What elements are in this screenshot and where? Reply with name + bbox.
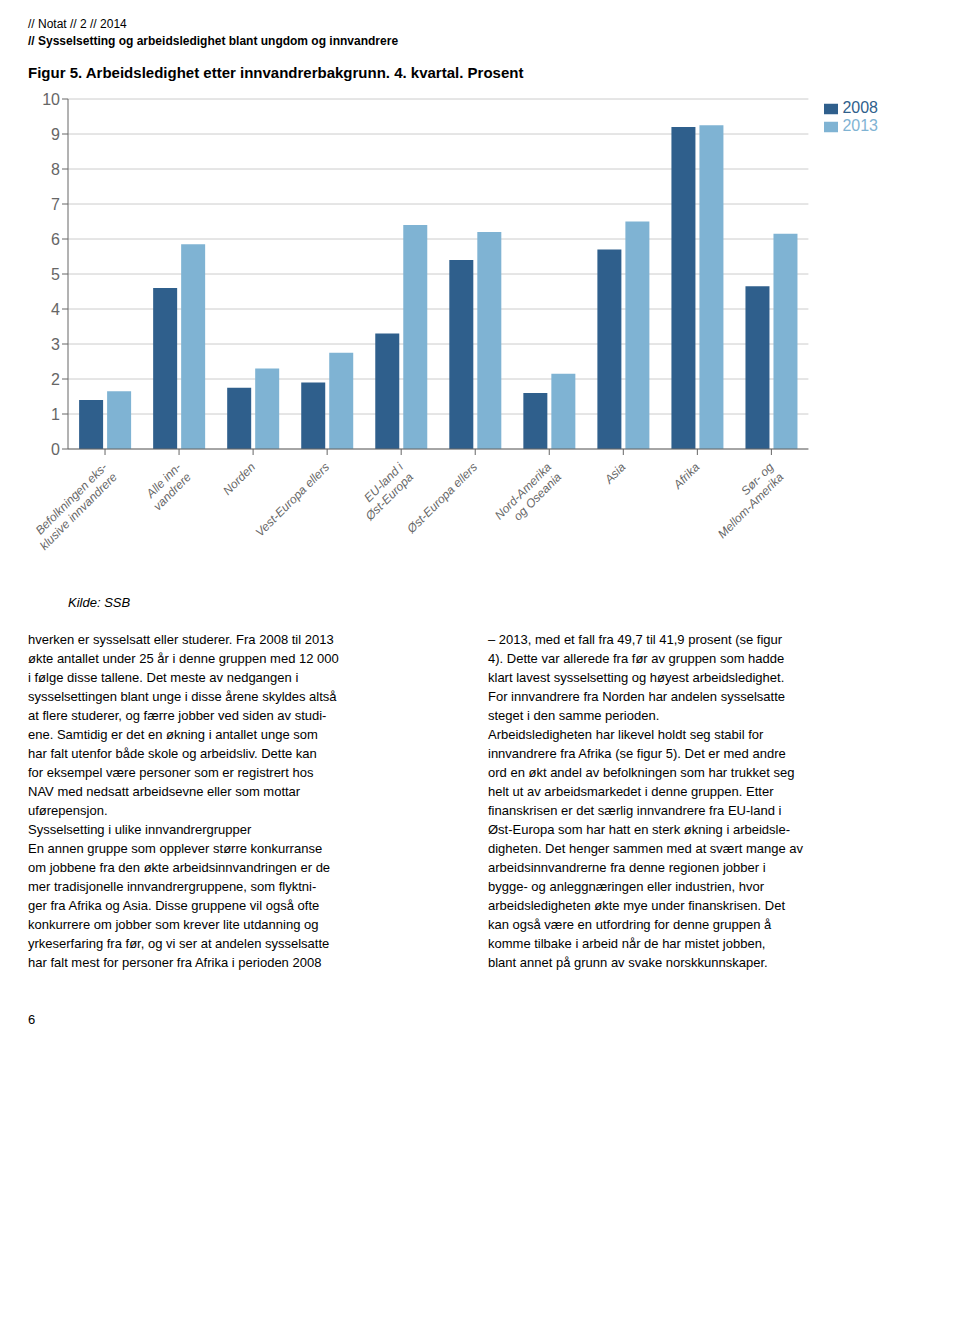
html-text:mer tradisjonelle innvandrergr: mer tradisjonelle innvandrergruppene, so…: [28, 879, 317, 894]
html-text:komme tilbake i arbeid når de: komme tilbake i arbeid når de har mistet…: [488, 936, 766, 951]
html-text:Figur 5. Arbeidsledighet etter: Figur 5. Arbeidsledighet etter innvandre…: [28, 64, 524, 81]
svg-text:7: 7: [51, 196, 60, 213]
html-text:arbeidsledigheten økte mye und: arbeidsledigheten økte mye under finansk…: [488, 898, 785, 913]
html-text:har falt mest for personer fra: har falt mest for personer fra Afrika i …: [28, 955, 322, 970]
html-text:Sysselsetting i ulike innvandr: Sysselsetting i ulike innvandrergrupper: [28, 822, 252, 837]
html-text:finanskrisen er det særlig inn: finanskrisen er det særlig innvandrere f…: [488, 803, 782, 818]
html-text:digheten. Det henger sammen me: digheten. Det henger sammen med at svært…: [488, 841, 804, 856]
svg-text:9: 9: [51, 126, 60, 143]
svg-text:Asia: Asia: [601, 460, 628, 487]
html-text:4). Dette var allerede fra før: 4). Dette var allerede fra før av gruppe…: [488, 651, 785, 666]
svg-text:10: 10: [42, 91, 60, 108]
html-text:ger fra Afrika og Asia. Disse: ger fra Afrika og Asia. Disse gruppene v…: [28, 898, 320, 913]
html-text:i følge disse tallene. Det mes: i følge disse tallene. Det meste av nedg…: [28, 670, 299, 685]
svg-text:1: 1: [51, 406, 60, 423]
svg-text:Norden: Norden: [220, 460, 258, 498]
svg-text:6: 6: [51, 231, 60, 248]
html-text:En annen gruppe som opplever s: En annen gruppe som opplever større konk…: [28, 841, 323, 856]
html-text:konkurrere om jobber som kreve: konkurrere om jobber som krever lite utd…: [28, 917, 319, 932]
svg-text:0: 0: [51, 441, 60, 458]
html-text:2008: 2008: [842, 99, 878, 116]
html-text:– 2013, med et fall fra 49,7 t: – 2013, med et fall fra 49,7 til 41,9 pr…: [488, 632, 783, 647]
html-text:// Notat // 2 // 2014: // Notat // 2 // 2014: [28, 17, 127, 31]
html-text:arbeidsinnvandrerne fra denne: arbeidsinnvandrerne fra denne regionen j…: [488, 860, 766, 875]
svg-text:Vest-Europa ellers: Vest-Europa ellers: [253, 460, 332, 539]
html-text:for eksempel være personer som: for eksempel være personer som er regist…: [28, 765, 314, 780]
html-text:innvandrere fra Afrika (se fig: innvandrere fra Afrika (se figur 5). Det…: [488, 746, 786, 761]
html-text:kan også være en utfordring fo: kan også være en utfordring for denne gr…: [488, 917, 772, 932]
html-text:For innvandrere fra Norden har: For innvandrere fra Norden har andelen s…: [488, 689, 785, 704]
html-text:hverken er sysselsatt eller st: hverken er sysselsatt eller studerer. Fr…: [28, 632, 334, 647]
svg-text:Afrika: Afrika: [670, 460, 703, 493]
html-text:klart lavest sysselsetting og: klart lavest sysselsetting og høyest arb…: [488, 670, 785, 685]
svg-text:5: 5: [51, 266, 60, 283]
svg-text:Befolkningen eks-klusive innva: Befolkningen eks-klusive innvandrere: [28, 460, 120, 553]
html-text:ord en økt andel av befolkning: ord en økt andel av befolkningen som har…: [488, 765, 795, 780]
svg-text:EU-land iØst-Europa: EU-land iØst-Europa: [352, 460, 416, 524]
html-text:Kilde: SSB: Kilde: SSB: [68, 595, 131, 610]
html-text:uførepensjon.: uførepensjon.: [28, 803, 108, 818]
html-text:bygge- og anleggnæringen eller: bygge- og anleggnæringen eller industrie…: [488, 879, 765, 894]
svg-text:8: 8: [51, 161, 60, 178]
svg-text:Sør- ogMellom-Amerika: Sør- ogMellom-Amerika: [705, 460, 786, 541]
html-text:Øst-Europa som har hatt en ste: Øst-Europa som har hatt en sterk økning …: [488, 822, 790, 837]
html-text:har falt utenfor både skole og: har falt utenfor både skole og arbeidsli…: [28, 746, 317, 761]
svg-text:Nord-Amerikaog Oseania: Nord-Amerikaog Oseania: [492, 460, 564, 532]
svg-text:2: 2: [51, 371, 60, 388]
html-text:at flere studerer, og færre jo: at flere studerer, og færre jobber ved s…: [28, 708, 327, 723]
html-text:2013: 2013: [842, 117, 878, 134]
html-text:økte antallet under 25 år i de: økte antallet under 25 år i denne gruppe…: [28, 651, 339, 666]
html-text:ene. Samtidig er det en økning: ene. Samtidig er det en økning i antalle…: [28, 727, 318, 742]
html-text:// Sysselsetting og arbeidsled: // Sysselsetting og arbeidsledighet blan…: [28, 34, 399, 48]
html-text:steget i den samme perioden.: steget i den samme perioden.: [488, 708, 660, 723]
html-text:helt ut av arbeidsmarkedet i d: helt ut av arbeidsmarkedet i denne grupp…: [488, 784, 774, 799]
html-text:6: 6: [28, 1012, 36, 1027]
html-text:NAV med nedsatt arbeidsevne el: NAV med nedsatt arbeidsevne eller som mo…: [28, 784, 301, 799]
html-text:yrkeserfaring fra før, og vi s: yrkeserfaring fra før, og vi ser at ande…: [28, 936, 330, 951]
html-text:sysselsettingen blant unge i d: sysselsettingen blant unge i disse årene…: [28, 689, 337, 704]
svg-text:4: 4: [51, 301, 60, 318]
html-text:om jobbene fra den økte arbeid: om jobbene fra den økte arbeidsinnvandri…: [28, 860, 331, 875]
html-text:blant annet på grunn av svake: blant annet på grunn av svake norskkunns…: [488, 955, 768, 970]
svg-text:3: 3: [51, 336, 60, 353]
svg-text:Øst-Europa ellers: Øst-Europa ellers: [404, 460, 481, 537]
html-text:Arbeidsledigheten har likevel: Arbeidsledigheten har likevel holdt seg …: [488, 727, 764, 742]
svg-text:Alle inn-vandrere: Alle inn-vandrere: [141, 460, 195, 514]
